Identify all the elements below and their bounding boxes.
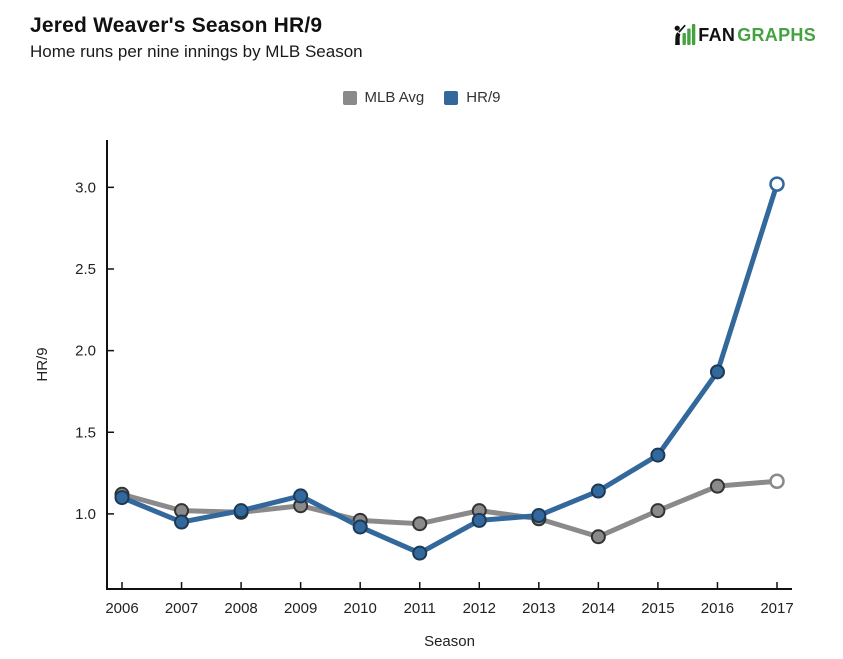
legend-swatch-hr-9 [444,90,459,105]
legend-item-mlb-avg[interactable]: MLB Avg [342,89,425,106]
x-tick-label: 2014 [582,600,615,617]
legend-label-mlb-avg: MLB Avg [364,89,425,106]
y-axis-title: HR/9 [34,347,51,381]
data-point-mlb-avg-2011[interactable] [412,516,428,532]
data-point-hr-9-2009[interactable] [293,488,309,504]
data-point-hr-9-2011[interactable] [412,545,428,561]
data-point-hr-9-2007[interactable] [174,514,190,530]
fangraphs-logo[interactable]: FAN GRAPHS [672,22,816,48]
data-point-hr-9-2015[interactable] [650,447,666,463]
data-point-hr-9-2008[interactable] [233,503,249,519]
x-tick-label: 2011 [404,600,436,617]
x-tick-label: 2017 [760,600,793,617]
logo-text-fan: FAN [698,24,736,45]
data-point-mlb-avg-2016[interactable] [709,478,725,494]
x-tick-label: 2013 [522,600,555,617]
x-tick-label: 2009 [284,600,317,617]
x-tick-label: 2015 [641,600,674,617]
x-tick-label: 2006 [105,600,138,617]
data-point-mlb-avg-2017[interactable] [769,473,785,489]
data-point-hr-9-2014[interactable] [590,483,606,499]
y-tick-label: 3.0 [75,179,96,196]
series-line-hr-9 [119,181,780,556]
legend-swatch-mlb-avg [342,90,357,105]
data-point-hr-9-2017[interactable] [769,176,785,192]
y-tick-label: 2.0 [75,343,96,360]
chart-header: Jered Weaver's Season HR/9 Home runs per… [30,14,363,62]
x-tick-label: 2012 [463,600,496,617]
data-point-mlb-avg-2015[interactable] [650,503,666,519]
x-tick-label: 2008 [224,600,257,617]
data-point-hr-9-2016[interactable] [709,364,725,380]
y-tick-label: 1.0 [75,506,96,523]
y-tick-label: 1.5 [75,424,96,441]
data-point-mlb-avg-2014[interactable] [590,529,606,545]
fangraphs-batter-icon [674,24,696,45]
x-tick-label: 2007 [165,600,198,617]
x-axis-title: Season [424,633,475,650]
series-line-mlb-avg [119,478,780,540]
logo-text-graphs: GRAPHS [737,24,816,45]
data-point-hr-9-2012[interactable] [471,512,487,528]
data-point-hr-9-2013[interactable] [531,508,547,524]
legend-label-hr-9: HR/9 [466,89,501,106]
data-point-hr-9-2010[interactable] [352,519,368,535]
legend-item-hr-9[interactable]: HR/9 [444,89,500,106]
page-title: Jered Weaver's Season HR/9 [30,14,323,37]
x-tick-label: 2010 [343,600,376,617]
page-subtitle: Home runs per nine innings by MLB Season [30,42,363,61]
x-tick-label: 2016 [701,600,734,617]
chart-legend: MLB Avg HR/9 [0,89,843,106]
data-point-hr-9-2006[interactable] [114,490,130,506]
y-tick-label: 2.5 [75,261,96,278]
